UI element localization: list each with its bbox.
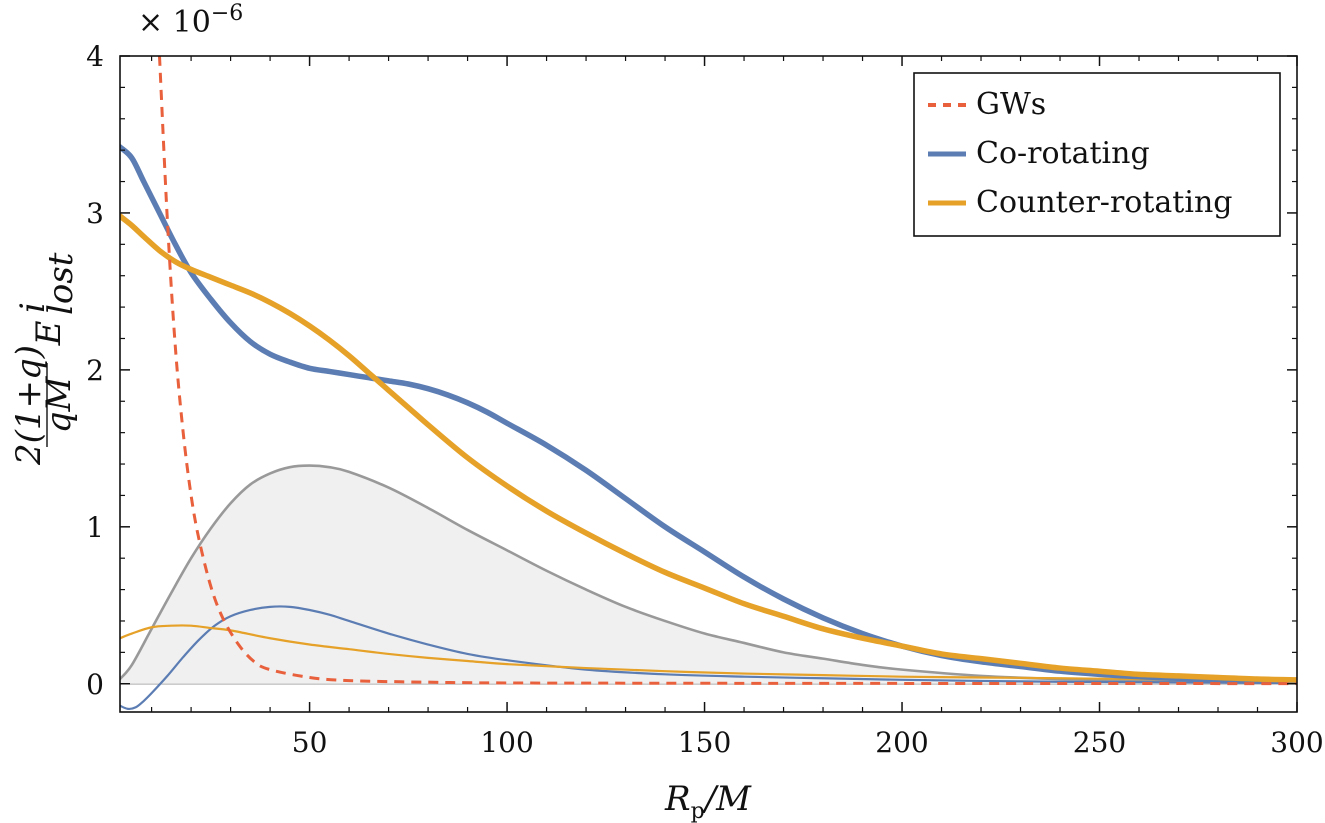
- plot-frame: [119, 55, 1298, 713]
- y-multiplier-label: × 10−6: [138, 1, 243, 40]
- plot-area: [120, 56, 1297, 711]
- gray-envelope-fill: [120, 465, 1297, 684]
- y-tick-label-2: 2: [86, 354, 104, 387]
- svg-text:lost: lost: [41, 252, 81, 315]
- x-tick-label-150: 150: [678, 726, 731, 759]
- y-tick-label-3: 3: [86, 197, 104, 230]
- gray-envelope-curve: [120, 464, 1297, 685]
- legend-box: [913, 72, 1281, 237]
- co-rotating-curve: [120, 144, 1297, 685]
- axis-ticks: 50 100 150 200 250 300 0 1 2 3 4: [86, 40, 1324, 759]
- co-rotating-thin-curve: [120, 605, 1297, 711]
- svg-text:E: E: [29, 320, 69, 346]
- x-tick-label-200: 200: [875, 726, 928, 759]
- legend: GWs Co-rotating Counter-rotating: [913, 72, 1281, 237]
- y-tick-label-0: 0: [86, 668, 104, 701]
- counter-rotating-thin-curve: [120, 624, 1297, 681]
- svg-text:2(1+q): 2(1+q): [9, 345, 49, 466]
- gws-curve: [158, 56, 1297, 686]
- y-tick-label-4: 4: [86, 40, 104, 73]
- svg-text:i: i: [13, 302, 53, 313]
- svg-text:qM: qM: [39, 376, 79, 434]
- x-tick-label-50: 50: [292, 726, 328, 759]
- x-axis-label: Rp/M: [664, 779, 752, 823]
- y-tick-label-1: 1: [86, 511, 104, 544]
- x-tick-label-300: 300: [1270, 726, 1323, 759]
- legend-label-co-rotating: Co-rotating: [976, 136, 1150, 171]
- y-axis-label: 2(1+q) qM E i lost: [9, 252, 81, 466]
- x-tick-label-100: 100: [480, 726, 533, 759]
- legend-label-counter-rotating: Counter-rotating: [976, 185, 1232, 220]
- x-tick-label-250: 250: [1073, 726, 1126, 759]
- legend-label-gws: GWs: [976, 87, 1046, 122]
- counter-rotating-curve: [120, 213, 1297, 683]
